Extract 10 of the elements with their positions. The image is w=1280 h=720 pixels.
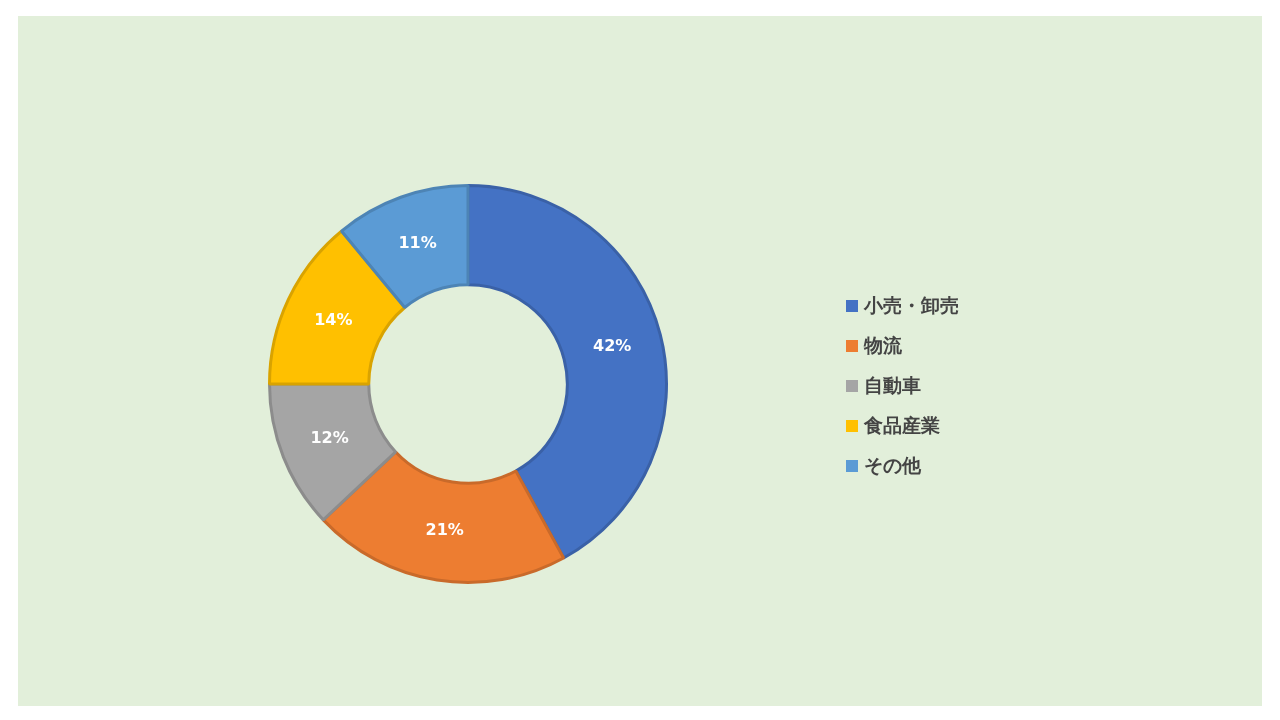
- legend-label: 食品産業: [864, 413, 940, 438]
- data-label: 11%: [398, 233, 437, 253]
- legend-label: 小売・卸売: [864, 293, 959, 318]
- data-label: 21%: [425, 520, 464, 540]
- legend-label: 物流: [864, 333, 902, 358]
- data-label: 42%: [593, 336, 632, 356]
- legend-label: その他: [864, 453, 921, 478]
- legend-label: 自動車: [864, 373, 921, 398]
- data-label: 14%: [314, 309, 353, 329]
- data-label: 12%: [310, 427, 349, 447]
